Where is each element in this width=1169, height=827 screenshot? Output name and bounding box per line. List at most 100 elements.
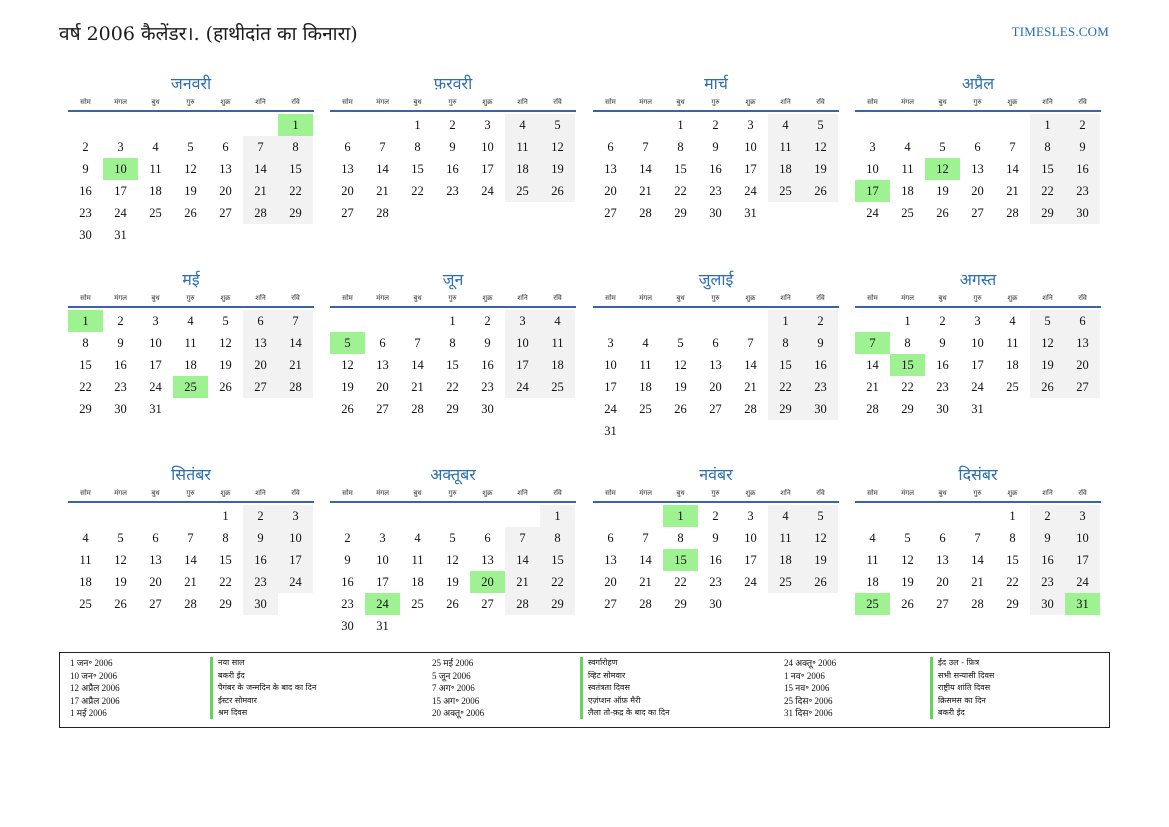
weekday-label: शनि	[1042, 489, 1053, 497]
weekday-label: बुध	[151, 98, 160, 106]
day-cell: 30	[709, 206, 722, 220]
day-cell: 29	[674, 597, 687, 611]
day-cell: 16	[709, 162, 722, 176]
day-cell: 23	[709, 575, 722, 589]
holiday-date: 7 अग॰ 2006	[432, 683, 475, 694]
weekday-label: मंगल	[376, 98, 389, 106]
day-cell: 10	[971, 336, 984, 350]
day-cell: 28	[184, 597, 197, 611]
weekday-label: गुरु	[448, 294, 457, 302]
holiday-marker-bar	[210, 657, 213, 719]
weekday-label: गुरु	[186, 294, 195, 302]
day-cell: 17	[604, 380, 617, 394]
day-cell: 27	[243, 376, 278, 398]
weekday-label: मंगल	[376, 489, 389, 497]
day-cell: 26	[674, 402, 687, 416]
day-cell: 2	[1030, 505, 1065, 527]
day-cell: 12	[184, 162, 197, 176]
site-link[interactable]: TIMESLES.COM	[1011, 24, 1109, 39]
weekday-label: रवि	[291, 98, 300, 106]
day-grid: 1 2 3 4 5 6 7 8 9 10 11 12 13 14 15 16 17 18 19 20 21 22 23 24 2…	[330, 505, 576, 645]
day-cell: 17	[505, 354, 540, 376]
day-cell: 7	[505, 527, 540, 549]
holiday-name: एज़ंप्शन ऑफ़ मैरी	[588, 695, 641, 705]
weekday-label: रवि	[816, 489, 825, 497]
day-cell: 30	[1030, 593, 1065, 615]
day-grid: 1 2 3 4 5 6 7 8 9 10 11 12 13 14 15 16 17 18 19 20 21 22 23 24 2…	[855, 114, 1101, 254]
day-cell: 21	[505, 571, 540, 593]
holiday-name: क्रिसमस का दिन	[938, 695, 986, 705]
holiday-date: 1 जन॰ 2006	[70, 658, 113, 668]
weekday-label: रवि	[553, 294, 562, 302]
day-cell: 13	[149, 553, 162, 567]
day-cell: 19	[540, 158, 575, 180]
holiday-day-cell: 31	[1065, 593, 1100, 615]
day-cell: 25	[540, 376, 575, 398]
day-cell: 17	[971, 358, 984, 372]
holiday-name: ईद उल - फ़ित्र	[938, 658, 980, 667]
weekday-label: गुरु	[448, 489, 457, 497]
weekday-label: गुरु	[186, 489, 195, 497]
day-cell: 30	[803, 398, 838, 420]
day-cell: 25	[768, 571, 803, 593]
day-cell: 27	[971, 206, 984, 220]
month-name: अक्तूबर	[430, 465, 476, 484]
day-cell: 12	[1030, 332, 1065, 354]
weekday-label: शनि	[517, 489, 528, 497]
day-cell: 29	[278, 202, 313, 224]
day-cell: 13	[709, 358, 722, 372]
weekday-label: शुक्र	[1007, 489, 1018, 497]
month-name: जनवरी	[170, 74, 212, 93]
day-cell: 29	[540, 593, 575, 615]
day-cell: 27	[709, 402, 722, 416]
weekday-label: शनि	[780, 294, 791, 302]
day-cell: 9	[344, 553, 351, 567]
month-name: अगस्त	[959, 270, 997, 289]
day-cell: 26	[936, 206, 949, 220]
holiday-dates-col-2: 25 मई 2006 5 जून 2006 7 अग॰ 2006 15 अग॰ …	[432, 657, 484, 720]
day-cell: 18	[639, 380, 652, 394]
day-cell: 3	[379, 531, 386, 545]
day-cell: 1	[414, 118, 421, 132]
day-cell: 6	[379, 336, 386, 350]
day-cell: 8	[677, 531, 684, 545]
weekday-label: शनि	[255, 489, 266, 497]
weekday-label: सोम	[342, 294, 353, 302]
weekday-label: मंगल	[114, 489, 127, 497]
day-cell: 16	[243, 549, 278, 571]
weekday-label: बुध	[413, 294, 422, 302]
day-cell: 9	[1030, 527, 1065, 549]
day-cell: 14	[639, 162, 652, 176]
day-cell: 29	[1030, 202, 1065, 224]
weekday-label: रवि	[291, 489, 300, 497]
day-cell: 27	[1065, 376, 1100, 398]
weekday-header: सोम मंगल बुध गुरु शुक्र शनि रवि	[855, 489, 1101, 503]
holiday-date: 5 जून 2006	[432, 670, 471, 681]
holiday-date: 31 दिस॰ 2006	[784, 708, 833, 719]
weekday-label: गुरु	[711, 98, 720, 106]
day-cell: 8	[540, 527, 575, 549]
day-cell: 31	[971, 402, 984, 416]
holiday-date: 25 मई 2006	[432, 658, 474, 668]
weekday-label: बुध	[938, 98, 947, 106]
day-cell: 25	[149, 206, 162, 220]
day-cell: 20	[219, 184, 232, 198]
day-cell: 27	[604, 206, 617, 220]
day-cell: 21	[184, 575, 197, 589]
day-cell: 8	[278, 136, 313, 158]
day-cell: 26	[341, 402, 354, 416]
day-cell: 11	[505, 136, 540, 158]
day-cell: 12	[540, 136, 575, 158]
weekday-label: रवि	[1078, 489, 1087, 497]
holiday-day-cell: 20	[470, 571, 505, 593]
weekday-label: मंगल	[114, 294, 127, 302]
day-cell: 3	[747, 509, 754, 523]
day-cell: 20	[243, 354, 278, 376]
day-cell: 15	[79, 358, 92, 372]
month-name: जुलाई	[698, 270, 734, 289]
weekday-label: रवि	[553, 489, 562, 497]
day-cell: 26	[901, 597, 914, 611]
weekday-label: सोम	[342, 489, 353, 497]
holiday-marker-bar	[580, 657, 583, 719]
holiday-name: स्वतंत्रता दिवस	[588, 683, 630, 693]
